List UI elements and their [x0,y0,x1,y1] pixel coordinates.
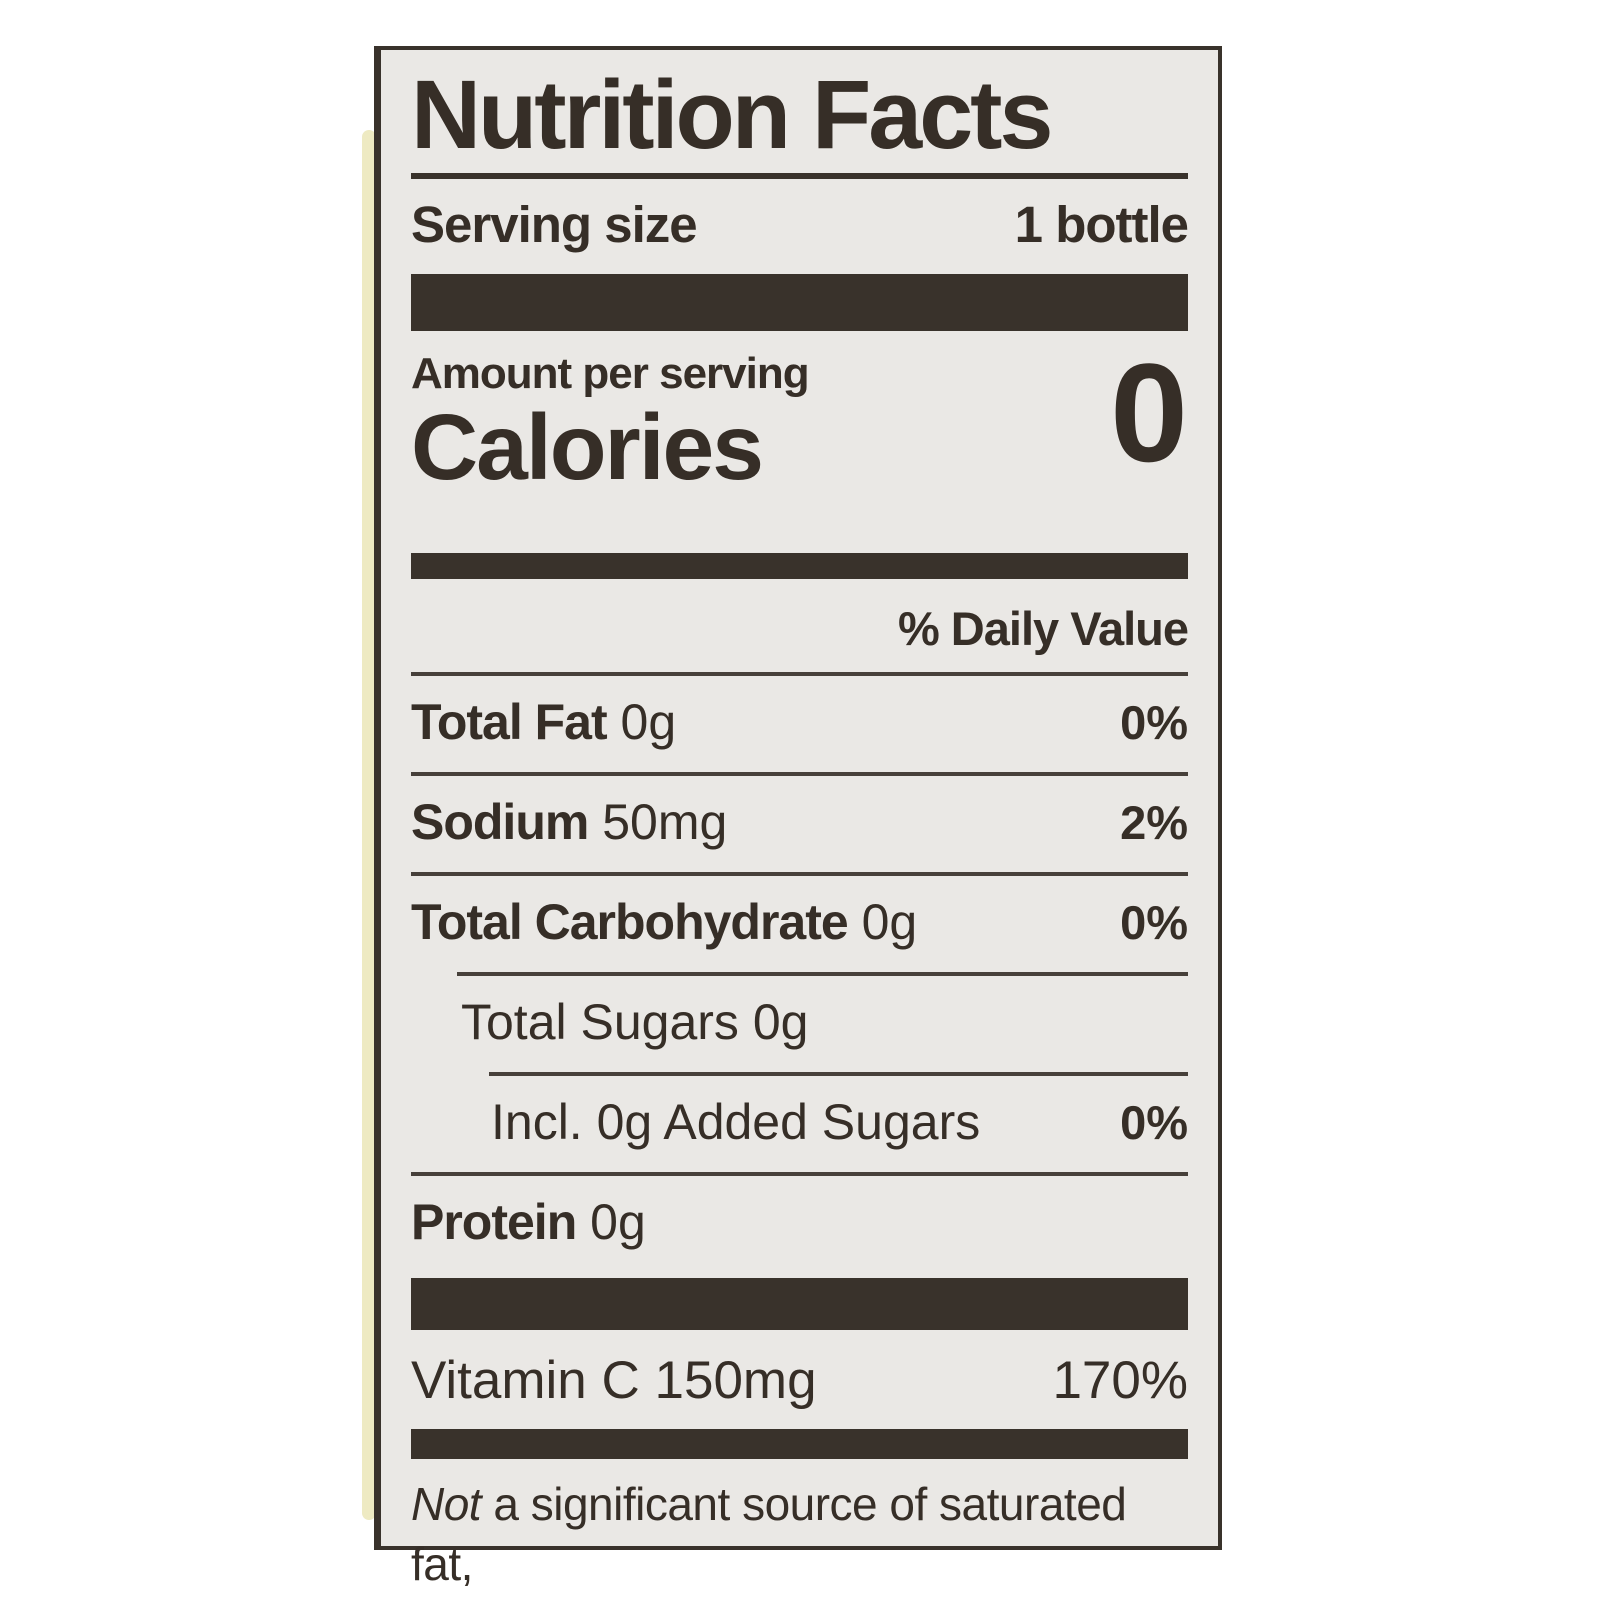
rule-after-total-fat [411,771,1188,776]
nutrient-amount: 0g [861,893,918,950]
nutrient-dv: 0% [1120,695,1188,749]
nutrient-amount: 0g [620,693,677,750]
label-title: Nutrition Facts [411,60,1053,169]
nutrient-row-total-sugars: Total Sugars 0g [411,976,1188,1072]
footnote-not-italic: Not [411,1477,482,1530]
nutrient-text: Incl. 0g Added Sugars [491,1093,980,1151]
footnote-line-1-rest: a significant source of saturated fat, [411,1477,1127,1590]
nutrient-row-protein: Protein 0g [411,1176,1188,1272]
nutrient-row-total-fat: Total Fat 0g 0% [411,676,1188,772]
nutrient-text: Total Sugars 0g [461,993,808,1051]
nutrient-row-total-carbohydrate: Total Carbohydrate 0g 0% [411,876,1188,972]
nutrient-name: Total Carbohydrate [411,893,849,950]
vitamin-c-row: Vitamin C 150mg 170% [411,1330,1188,1429]
nutrient-row-added-sugars: Incl. 0g Added Sugars 0% [411,1076,1188,1172]
rule-after-total-sugars [489,1071,1188,1076]
vitamin-c-dv: 170% [1052,1350,1188,1410]
nutrient-dv: 0% [1120,895,1188,949]
nutrient-text: Sodium 50mg [411,793,727,851]
nutrient-name: Protein [411,1193,577,1250]
nutrient-text: Protein 0g [411,1193,646,1251]
nutrient-amount: 0g [590,1193,646,1250]
nutrient-dv: 2% [1120,795,1188,849]
rule-under-dv-header [411,671,1188,676]
vitamin-c-text: Vitamin C 150mg [411,1350,817,1410]
separator-bar-thick-bottom [411,1277,1188,1330]
footnote: Not a significant source of saturated fa… [411,1459,1188,1600]
separator-bar-medium-bottom [411,1428,1188,1459]
nutrient-name: Total Fat [411,693,608,750]
nutrient-text: Total Carbohydrate 0g [411,893,917,951]
amount-per-serving-label: Amount per serving [411,348,810,398]
package-edge-strip [362,130,376,1520]
nutrient-amount: 50mg [602,793,728,850]
footnote-line-2: trans fat, cholesterol, dietary fiber, [411,1595,1188,1600]
separator-bar-thick-top [411,273,1188,331]
nutrient-dv: 0% [1120,1095,1188,1149]
daily-value-header: % Daily Value [897,601,1189,655]
rule-after-sodium [411,871,1188,876]
rule-after-total-carbohydrate [457,971,1188,976]
nutrient-name: Total Sugars [461,993,739,1050]
serving-size-value: 1 bottle [1014,195,1189,253]
nutrient-row-sodium: Sodium 50mg 2% [411,776,1188,872]
rule-after-added-sugars [411,1171,1188,1176]
serving-size-row: Serving size 1 bottle [411,179,1189,274]
nutrition-facts-label: Nutrition Facts Serving size 1 bottle Am… [374,46,1222,1600]
serving-size-label: Serving size [411,195,698,253]
nutrient-name: Incl. 0g Added Sugars [491,1093,981,1150]
calories-block: Amount per serving Calories 0 [411,331,1188,539]
separator-bar-medium [411,552,1188,579]
footnote-line-1: Not a significant source of saturated fa… [411,1475,1188,1595]
calories-label: Calories [411,394,764,499]
nutrient-text: Total Fat 0g [411,693,676,751]
nutrient-amount: 0g [752,993,809,1050]
title-rule [411,172,1188,179]
calories-value: 0 [1110,333,1188,491]
nutrient-name: Sodium [411,793,589,850]
